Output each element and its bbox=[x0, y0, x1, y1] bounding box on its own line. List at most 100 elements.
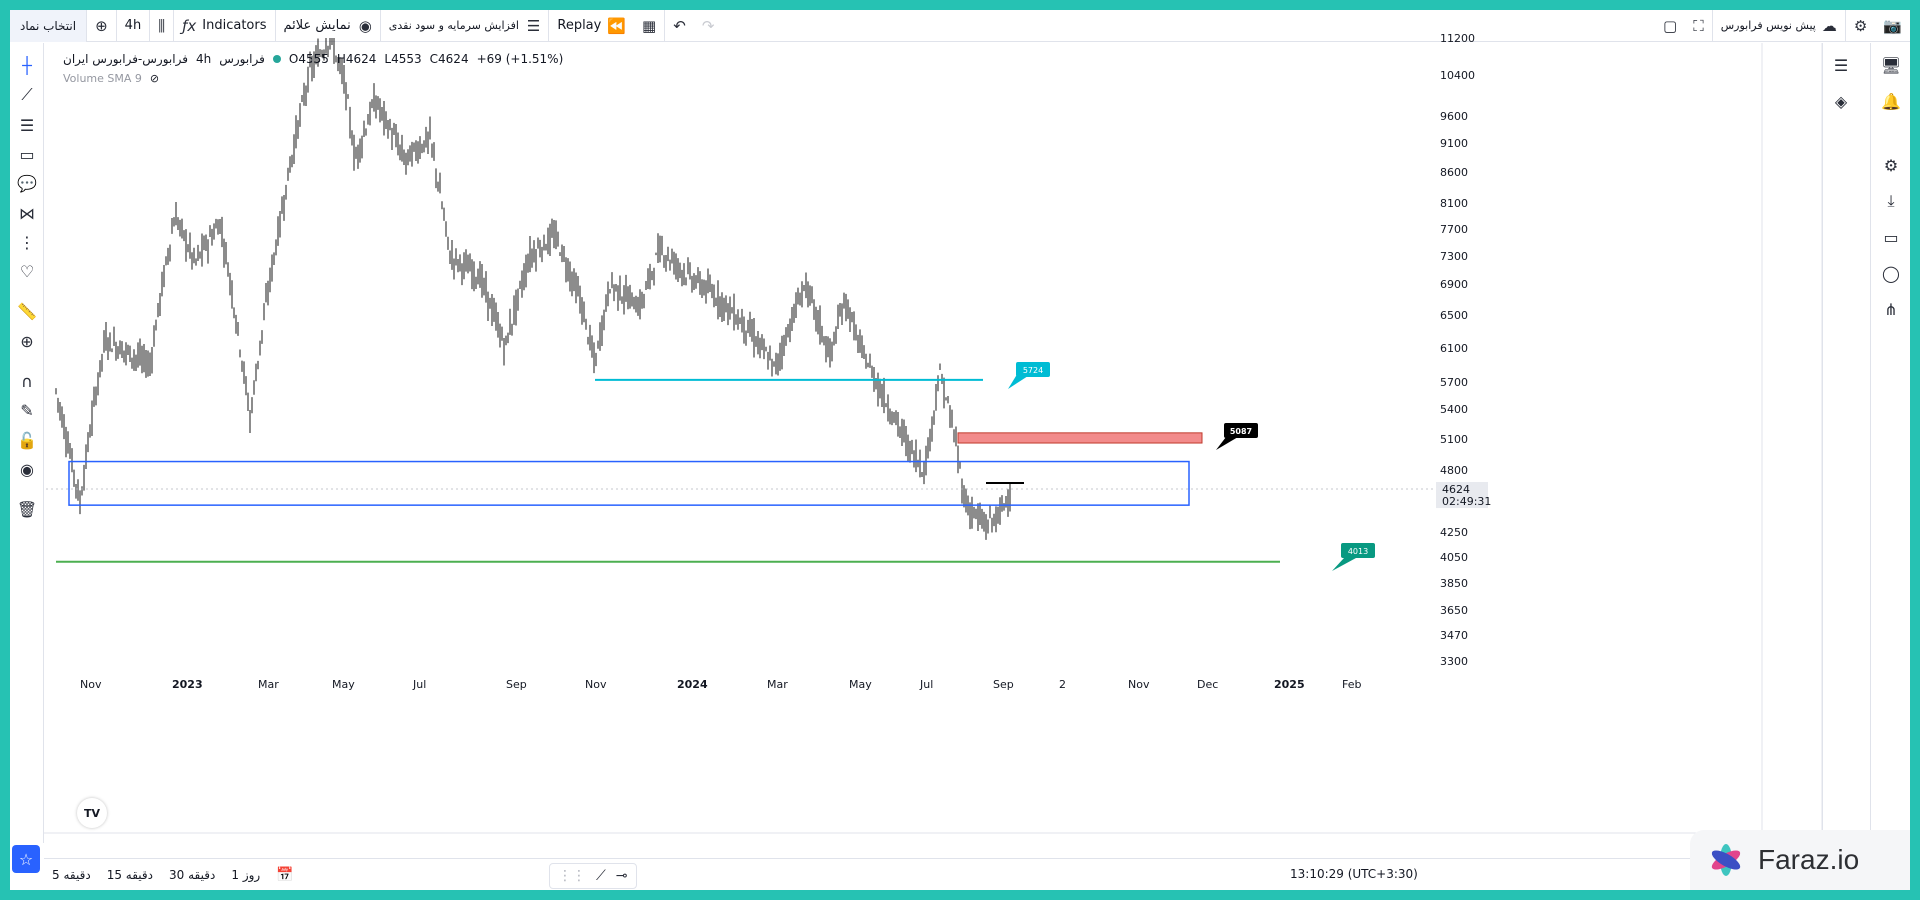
faraz-watermark: Faraz.io bbox=[1690, 830, 1910, 890]
range-5m[interactable]: 5 دقیقه bbox=[52, 867, 91, 882]
annotations[interactable]: 5724 5087 4013 bbox=[56, 362, 1375, 571]
zoom-in-icon: ⊕ bbox=[20, 331, 34, 351]
demand-zone[interactable] bbox=[68, 460, 1190, 506]
download-button[interactable]: ⤓ bbox=[1879, 189, 1903, 213]
screenshot-button[interactable]: 📷 bbox=[1875, 10, 1910, 42]
layers-button[interactable]: ◈ bbox=[1829, 89, 1853, 113]
trendline-icon[interactable]: ⟋ bbox=[596, 868, 606, 884]
favorites-star-button[interactable]: ☆ bbox=[12, 845, 40, 873]
callout-tail bbox=[1008, 376, 1028, 389]
fib-tool[interactable]: ☰ bbox=[15, 113, 39, 137]
legend-exchange: فرابورس bbox=[219, 52, 265, 66]
price-tick-label: 8600 bbox=[1440, 166, 1468, 179]
symbol-search-button[interactable]: انتخاب نماد bbox=[10, 10, 87, 42]
cloud-upload-icon: ☁ bbox=[1821, 16, 1837, 35]
range-30m[interactable]: 30 دقیقه bbox=[169, 867, 216, 882]
legend-interval: 4h bbox=[195, 52, 212, 66]
interval-button[interactable]: 4h bbox=[115, 10, 150, 42]
redo-button[interactable]: ↷ bbox=[694, 10, 723, 42]
time-tick-label: Nov bbox=[80, 678, 102, 691]
callout-icon: 💬 bbox=[17, 173, 37, 193]
stay-drawing-tool[interactable]: ✎ bbox=[15, 398, 39, 422]
alerts-button[interactable]: 🔔 bbox=[1879, 89, 1903, 113]
callout-tail bbox=[1332, 558, 1356, 571]
price-chart[interactable]: 11200 10400 9600 9100 8600 8100 7700 7300 6900 65… bbox=[10, 10, 1910, 890]
shapes-tool[interactable]: ▭ bbox=[15, 142, 39, 166]
settings-side-button[interactable]: ⚙ bbox=[1879, 153, 1903, 177]
price-tick-label: 10400 bbox=[1440, 69, 1475, 82]
crosshair-tool[interactable]: ┼ bbox=[15, 53, 39, 77]
pattern-tool[interactable]: ⋈ bbox=[15, 201, 39, 225]
horizontal-line-icon[interactable]: ⊸ bbox=[615, 868, 628, 884]
price-tick-label: 3650 bbox=[1440, 604, 1468, 617]
star-icon: ☆ bbox=[18, 849, 34, 869]
callout-5087[interactable] bbox=[1224, 423, 1258, 438]
settings-button[interactable]: ⚙ bbox=[1844, 10, 1875, 42]
crosshair-icon: ┼ bbox=[22, 55, 32, 75]
fullscreen-frame-button[interactable]: ▢ bbox=[1655, 10, 1685, 42]
app-frame: انتخاب نماد ⊕ 4h ⫼ ƒx Indicators نمایش عل… bbox=[10, 10, 1910, 890]
supply-zone[interactable] bbox=[957, 432, 1203, 444]
add-symbol-button[interactable]: ⊕ bbox=[86, 10, 116, 42]
share-button[interactable]: ⋔ bbox=[1879, 297, 1903, 321]
price-axis[interactable]: 11200 10400 9600 9100 8600 8100 7700 7300 6900 65… bbox=[46, 32, 1491, 668]
callout-4013[interactable] bbox=[1341, 543, 1375, 558]
unlock-icon: 🔓 bbox=[17, 430, 37, 450]
lock-tool[interactable]: 🔓 bbox=[15, 428, 39, 452]
replay-button[interactable]: Replay ⏪ bbox=[548, 10, 634, 42]
undo-button[interactable]: ↶ bbox=[664, 10, 694, 42]
time-axis[interactable]: Nov 2023 Mar May Jul Sep Nov 2024 Mar May Jul Sep 2 N… bbox=[80, 678, 1361, 691]
measure-lines-icon: ⋮ bbox=[19, 232, 35, 252]
tradingview-logo[interactable]: TV bbox=[77, 798, 107, 828]
chart-legend: فرابورس-فرابورس ایران 4h فرابورس O4555 H… bbox=[63, 52, 563, 66]
range-1d[interactable]: 1 روز bbox=[231, 867, 261, 882]
top-toolbar: انتخاب نماد ⊕ 4h ⫼ ƒx Indicators نمایش عل… bbox=[10, 10, 1910, 42]
tv-logo-icon: TV bbox=[83, 806, 101, 820]
calendar-icon: 📅 bbox=[276, 866, 294, 883]
indicators-button[interactable]: ƒx Indicators bbox=[173, 10, 274, 42]
sliders-icon: ☰ bbox=[526, 16, 541, 35]
pre-buy-button[interactable]: پیش نویس فرابورس ☁ bbox=[1711, 10, 1845, 42]
card-button[interactable]: ▭ bbox=[1879, 225, 1903, 249]
chart-type-button[interactable]: ⫼ bbox=[149, 10, 173, 42]
price-tick-label: 6500 bbox=[1440, 309, 1468, 322]
profile-button[interactable]: ◯ bbox=[1879, 261, 1903, 285]
prediction-tool[interactable]: ⋮ bbox=[15, 230, 39, 254]
favorites-tool[interactable]: ♡ bbox=[15, 259, 39, 283]
magnet-icon: ∩ bbox=[21, 371, 33, 391]
layout-button[interactable]: ▦ bbox=[634, 10, 664, 42]
delete-tool[interactable]: 🗑 bbox=[15, 497, 39, 521]
date-range-button[interactable]: 📅 bbox=[268, 859, 301, 891]
price-tick-label: 11200 bbox=[1440, 32, 1475, 45]
show-signals-button[interactable]: نمایش علائم ◉ bbox=[274, 10, 380, 42]
magnet-tool[interactable]: ∩ bbox=[15, 369, 39, 393]
hide-tool[interactable]: ◉ bbox=[15, 457, 39, 481]
price-tick-label: 4800 bbox=[1440, 464, 1468, 477]
time-tick-label: Dec bbox=[1197, 678, 1218, 691]
annotation-tool[interactable]: 💬 bbox=[15, 171, 39, 195]
watchlist-button[interactable]: 🖥 bbox=[1879, 53, 1903, 77]
callout-5724[interactable] bbox=[1016, 362, 1050, 377]
callout-4013-label: 4013 bbox=[1348, 547, 1368, 556]
trendline-tool[interactable]: ⟋ bbox=[15, 83, 39, 107]
zoom-tool[interactable]: ⊕ bbox=[15, 329, 39, 353]
clock[interactable]: 13:10:29 (UTC+3:30) bbox=[1290, 867, 1418, 881]
monitor-icon: 🖥 bbox=[1880, 55, 1902, 75]
ohlc-close: C4624 bbox=[429, 52, 469, 66]
faraz-logo-icon bbox=[1711, 844, 1741, 876]
object-tree-button[interactable]: ☰ bbox=[1829, 53, 1853, 77]
range-15m[interactable]: 15 دقیقه bbox=[106, 867, 154, 882]
gear-icon: ⚙ bbox=[1853, 16, 1868, 35]
time-tick-label: Sep bbox=[506, 678, 527, 691]
fullscreen-button[interactable]: ⛶ bbox=[1685, 10, 1712, 42]
ruler-tool[interactable]: 📏 bbox=[15, 299, 39, 323]
card-icon: ▭ bbox=[1883, 227, 1899, 247]
capital-increase-button[interactable]: افزایش سرمایه و سود نقدی ☰ bbox=[379, 10, 549, 42]
time-tick-label: 2025 bbox=[1274, 678, 1305, 691]
eye-off-icon[interactable]: ⊘ bbox=[149, 72, 160, 85]
time-tick-label: Feb bbox=[1342, 678, 1361, 691]
candles-icon: ⫼ bbox=[158, 16, 166, 35]
pattern-icon: ⋈ bbox=[19, 203, 35, 223]
drag-handle-icon[interactable]: ⋮⋮ bbox=[558, 868, 586, 884]
callout-5087-label: 5087 bbox=[1230, 427, 1252, 436]
